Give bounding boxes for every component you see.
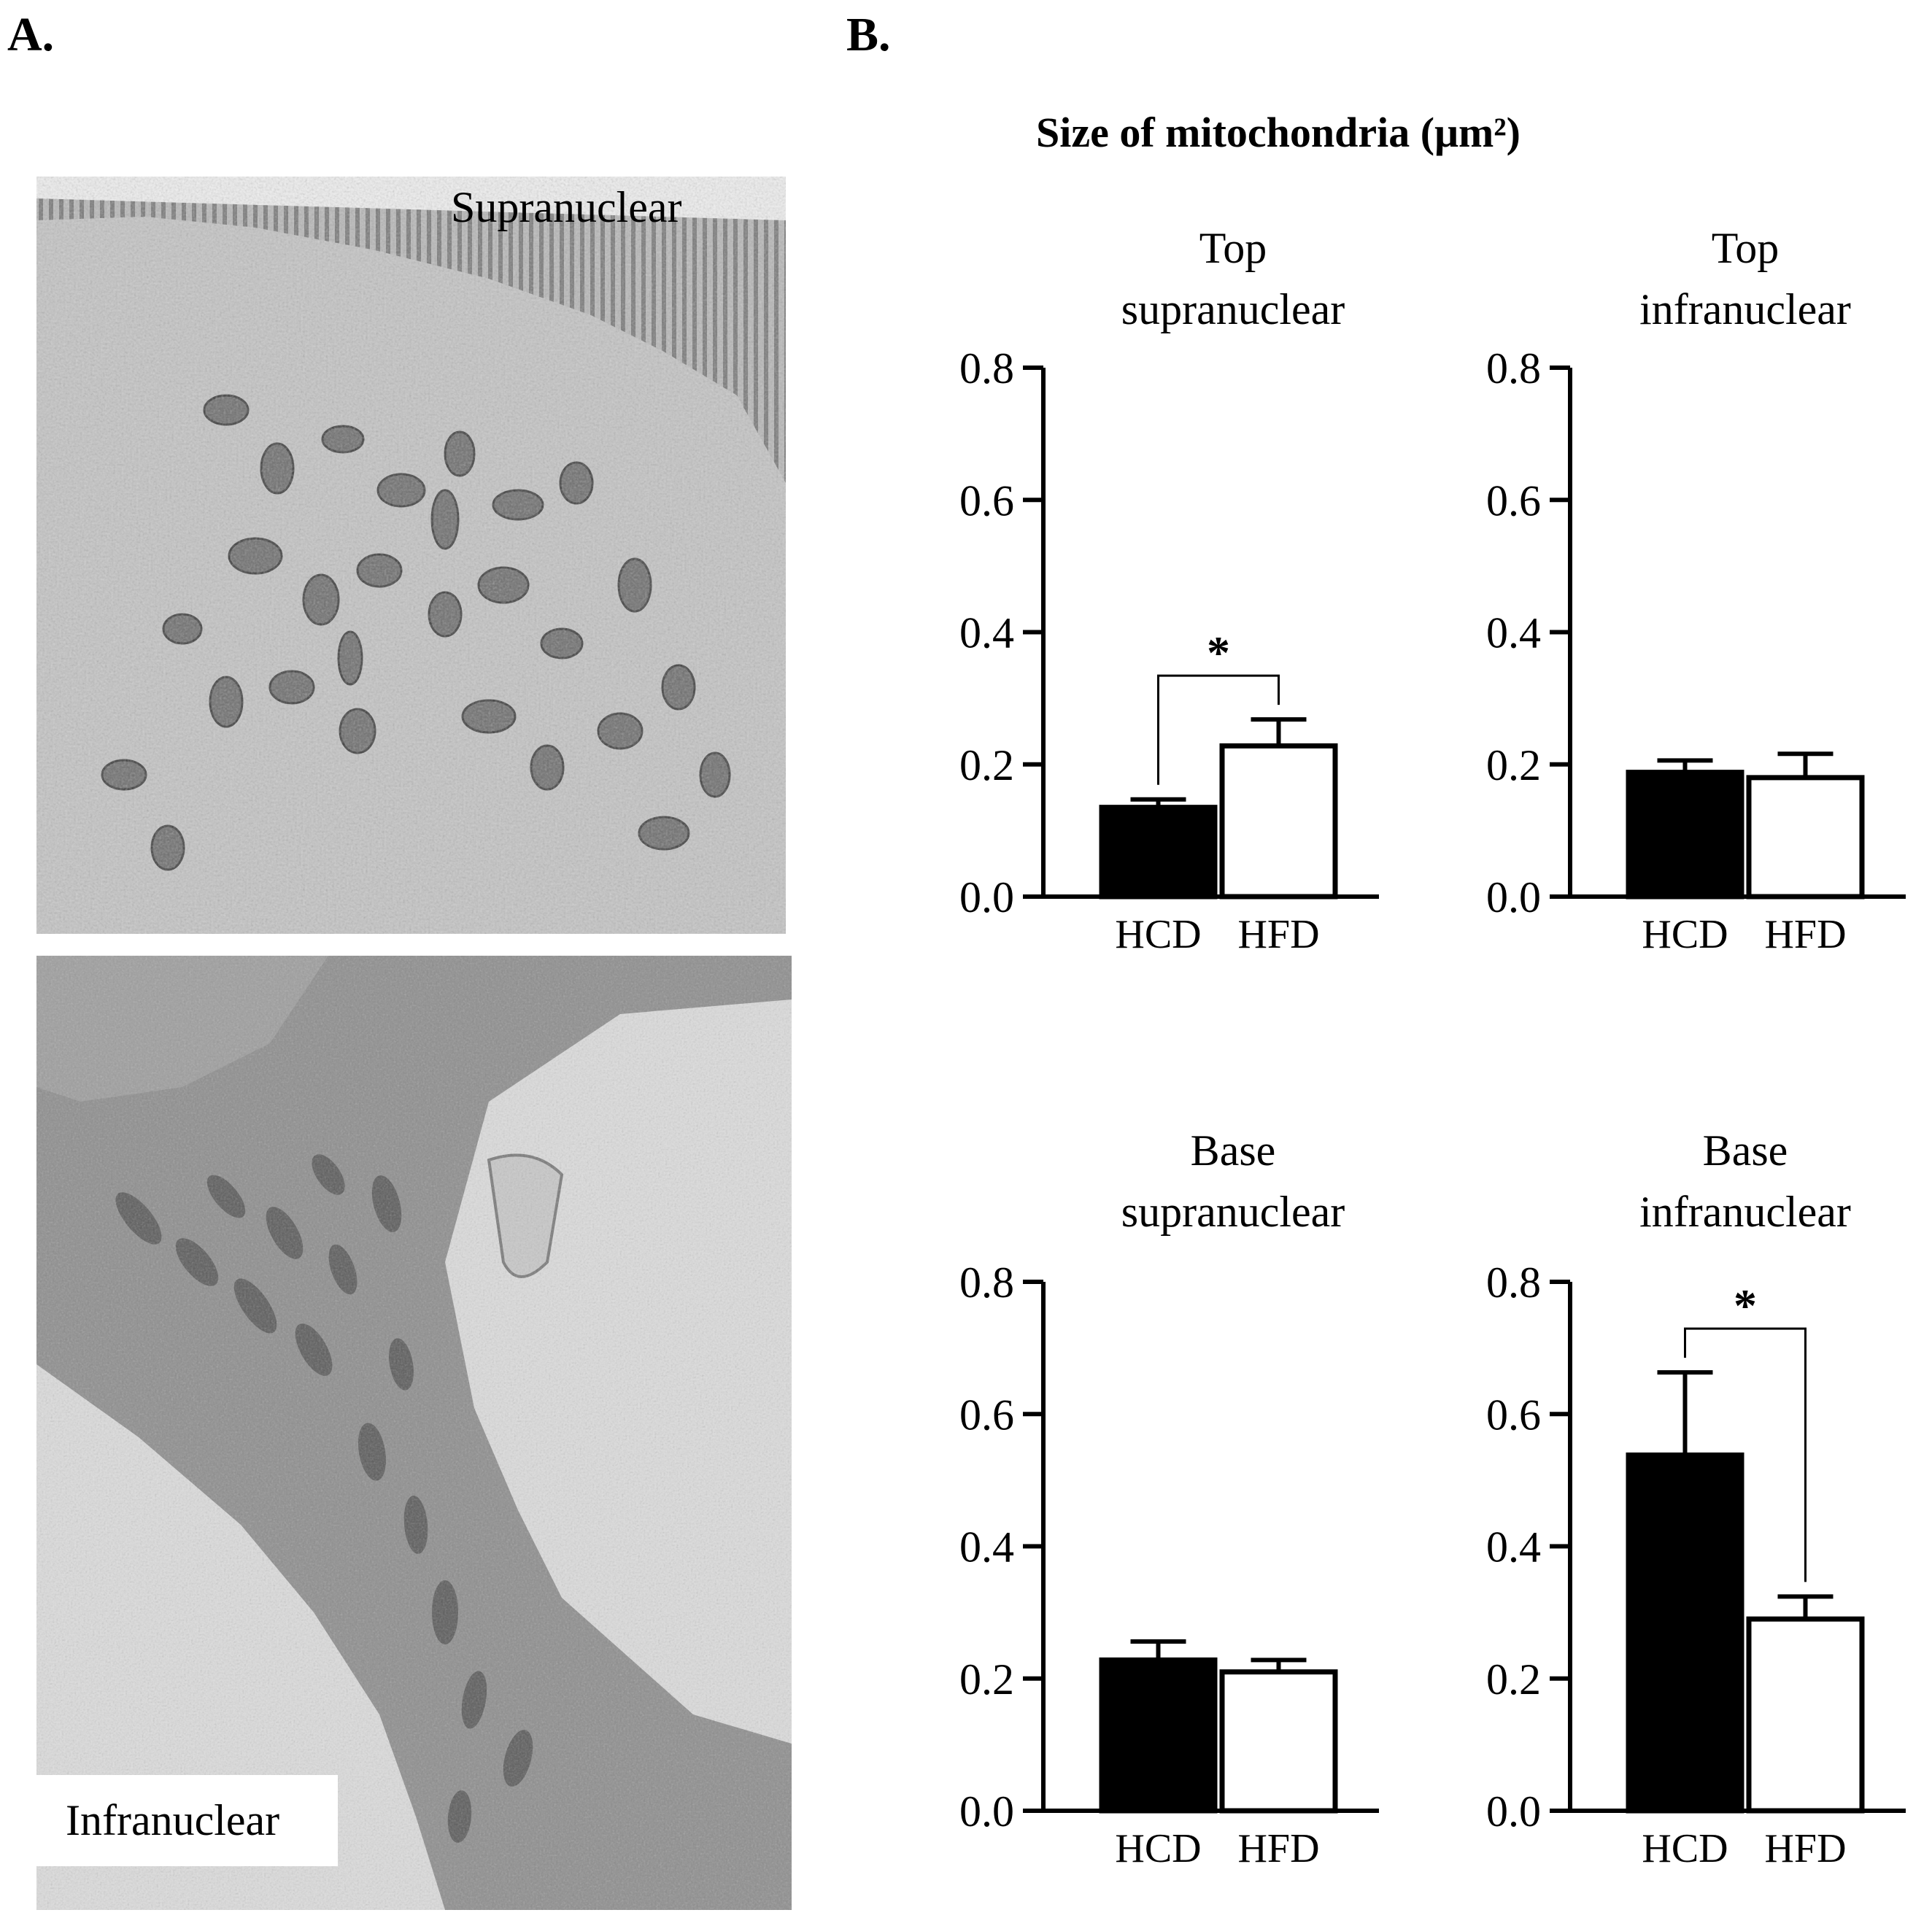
y-tick-label: 0.2 — [1486, 741, 1541, 789]
y-tick-label: 0.2 — [959, 741, 1014, 789]
bar-hcd — [1099, 805, 1218, 900]
chart-title-line: Top — [1199, 224, 1267, 272]
bar-hcd — [1099, 1657, 1218, 1814]
chart-title-line: infranuclear — [1639, 1188, 1851, 1236]
figure-title: Size of mitochondria (μm²) — [1036, 109, 1521, 156]
y-tick-label: 0.6 — [959, 1391, 1014, 1439]
significance-marker: * — [1207, 627, 1230, 678]
supranuclear-micrograph: Supranuclear — [36, 177, 786, 934]
category-label-hcd: HCD — [1642, 1826, 1728, 1871]
chart-title-line: Base — [1191, 1126, 1276, 1175]
category-label-hfd: HFD — [1764, 912, 1846, 957]
infranuclear-micrograph: Infranuclear — [36, 956, 792, 1910]
significance-bracket — [1684, 1327, 1807, 1582]
category-label-hfd: HFD — [1237, 912, 1319, 957]
infranuclear-micrograph-texture — [36, 956, 792, 1910]
infranuclear-caption: Infranuclear — [36, 1775, 339, 1866]
y-tick-label: 0.8 — [1486, 344, 1541, 393]
bar-hfd — [1746, 1616, 1865, 1814]
y-tick-label: 0.0 — [959, 1787, 1014, 1836]
y-tick-label: 0.4 — [959, 1523, 1014, 1571]
y-tick-label: 0.2 — [1486, 1655, 1541, 1704]
category-label-hfd: HFD — [1237, 1826, 1319, 1871]
y-tick-label: 0.4 — [1486, 609, 1541, 657]
chart-3: Base supranuclear 0.0 0.2 0.4 0.6 0.8 HCD HFD — [959, 1126, 1379, 1871]
bar-hcd — [1626, 770, 1744, 900]
y-tick-label: 0.4 — [1486, 1523, 1541, 1571]
panel-b-label: B. — [846, 8, 891, 61]
y-tick-label: 0.8 — [1486, 1258, 1541, 1307]
supranuclear-micrograph-texture — [36, 177, 786, 934]
chart-title-line: supranuclear — [1121, 1188, 1345, 1236]
y-tick-label: 0.6 — [1486, 476, 1541, 525]
category-label-hcd: HCD — [1642, 912, 1728, 957]
panel-a-label: A. — [7, 8, 55, 61]
y-tick-label: 0.0 — [1486, 873, 1541, 921]
bar-hfd — [1746, 775, 1865, 900]
y-tick-label: 0.0 — [1486, 1787, 1541, 1836]
category-label-hfd: HFD — [1764, 1826, 1846, 1871]
y-tick-label: 0.2 — [959, 1655, 1014, 1704]
supranuclear-caption: Supranuclear — [451, 183, 682, 231]
y-tick-label: 0.4 — [959, 609, 1014, 657]
y-tick-label: 0.0 — [959, 873, 1014, 921]
chart-title-line: Base — [1703, 1126, 1788, 1175]
y-tick-label: 0.8 — [959, 1258, 1014, 1307]
chart-title-line: supranuclear — [1121, 285, 1345, 333]
chart-2: Top infranuclear 0.0 0.2 0.4 0.6 0.8 HCD HFD — [1486, 224, 1906, 957]
y-tick-label: 0.6 — [1486, 1391, 1541, 1439]
category-label-hcd: HCD — [1115, 1826, 1201, 1871]
y-tick-label: 0.8 — [959, 344, 1014, 393]
bar-hfd — [1219, 1669, 1338, 1814]
chart-title-line: infranuclear — [1639, 285, 1851, 333]
y-tick-label: 0.6 — [959, 476, 1014, 525]
bar-hcd — [1626, 1452, 1744, 1814]
significance-bracket — [1157, 674, 1280, 785]
bar-hfd — [1219, 743, 1338, 900]
chart-4: Base infranuclear 0.0 0.2 0.4 0.6 0.8 HCD HFD * — [1486, 1126, 1906, 1871]
category-label-hcd: HCD — [1115, 912, 1201, 957]
significance-marker: * — [1734, 1280, 1757, 1331]
chart-1: Top supranuclear 0.0 0.2 0.4 0.6 0.8 HCD HFD * — [959, 224, 1379, 957]
chart-title-line: Top — [1712, 224, 1779, 272]
